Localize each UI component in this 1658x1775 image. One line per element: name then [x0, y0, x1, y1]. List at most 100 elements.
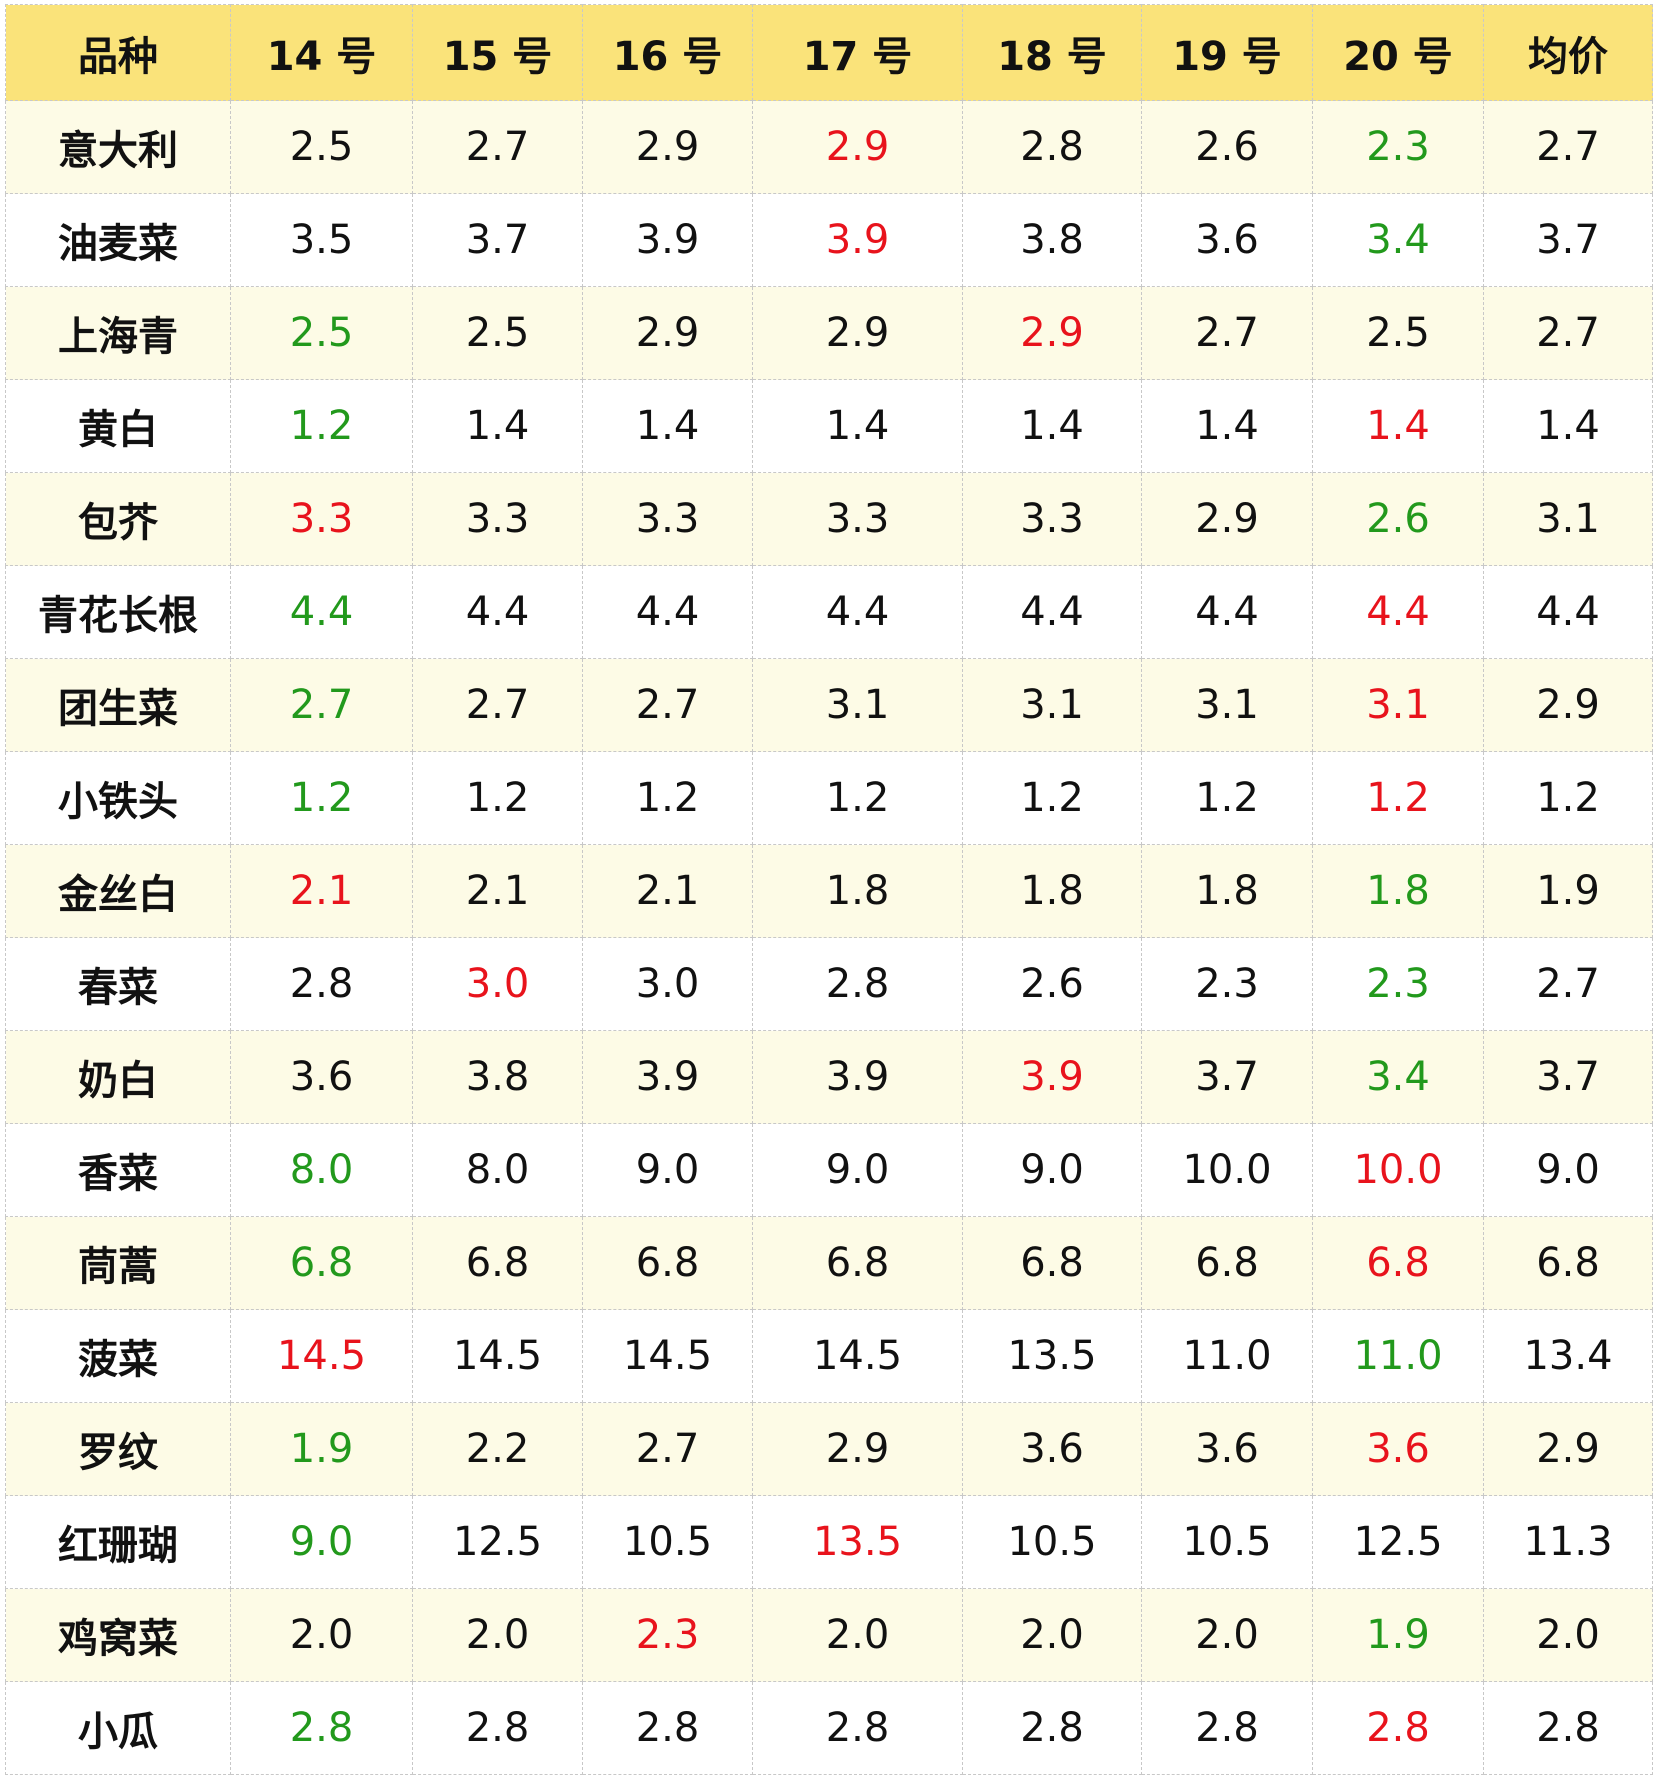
price-cell: 2.8	[752, 937, 963, 1031]
variety-name: 茼蒿	[5, 1216, 231, 1310]
header-cell: 17 号	[752, 4, 963, 101]
price-cell: 1.4	[752, 379, 963, 473]
price-cell: 2.7	[582, 1402, 753, 1496]
price-cell: 2.6	[962, 937, 1142, 1031]
price-cell: 9.0	[962, 1123, 1142, 1217]
table-row: 油麦菜 3.5 3.7 3.9 3.9 3.8 3.6 3.4 3.7	[5, 193, 1653, 287]
price-cell: 2.9	[962, 286, 1142, 380]
price-cell: 2.8	[962, 100, 1142, 194]
price-cell: 4.4	[962, 565, 1142, 659]
price-cell: 1.4	[582, 379, 753, 473]
price-cell: 3.5	[230, 193, 413, 287]
price-cell: 3.1	[962, 658, 1142, 752]
price-table: 品种 14 号 15 号 16 号 17 号 18 号 19 号 20 号均价 意大利 2.5 2…	[5, 4, 1653, 1775]
price-cell: 6.8	[582, 1216, 753, 1310]
price-cell: 13.5	[962, 1309, 1142, 1403]
price-cell: 3.1	[1483, 472, 1653, 566]
price-cell: 2.9	[752, 286, 963, 380]
price-cell: 2.6	[1312, 472, 1484, 566]
header-cell: 18 号	[962, 4, 1142, 101]
price-cell: 2.8	[1312, 1681, 1484, 1775]
price-cell: 2.2	[412, 1402, 583, 1496]
price-cell: 2.7	[1141, 286, 1313, 380]
table-row: 鸡窝菜 2.0 2.0 2.3 2.0 2.0 2.0 1.9 2.0	[5, 1588, 1653, 1682]
price-cell: 6.8	[230, 1216, 413, 1310]
price-cell: 1.2	[230, 379, 413, 473]
header-cell: 19 号	[1141, 4, 1313, 101]
header-cell: 15 号	[412, 4, 583, 101]
price-cell: 3.3	[230, 472, 413, 566]
price-cell: 3.6	[1312, 1402, 1484, 1496]
price-cell: 3.3	[962, 472, 1142, 566]
price-cell: 2.7	[230, 658, 413, 752]
price-cell: 2.7	[1483, 937, 1653, 1031]
price-cell: 10.0	[1141, 1123, 1313, 1217]
variety-name: 小铁头	[5, 751, 231, 845]
price-cell: 12.5	[1312, 1495, 1484, 1589]
variety-name: 罗纹	[5, 1402, 231, 1496]
price-cell: 2.8	[752, 1681, 963, 1775]
price-cell: 4.4	[1141, 565, 1313, 659]
price-cell: 4.4	[582, 565, 753, 659]
price-cell: 6.8	[1312, 1216, 1484, 1310]
price-cell: 2.7	[412, 658, 583, 752]
table-row: 上海青 2.5 2.5 2.9 2.9 2.9 2.7 2.5 2.7	[5, 286, 1653, 380]
price-cell: 14.5	[230, 1309, 413, 1403]
price-cell: 2.8	[1483, 1681, 1653, 1775]
price-cell: 6.8	[752, 1216, 963, 1310]
price-cell: 3.9	[752, 193, 963, 287]
price-cell: 1.4	[1141, 379, 1313, 473]
variety-name: 春菜	[5, 937, 231, 1031]
table-row: 菠菜 14.5 14.5 14.5 14.5 13.5 11.0 11.0 13.4	[5, 1309, 1653, 1403]
price-cell: 3.4	[1312, 1030, 1484, 1124]
variety-name: 金丝白	[5, 844, 231, 938]
price-cell: 2.0	[412, 1588, 583, 1682]
price-cell: 3.3	[412, 472, 583, 566]
price-cell: 3.0	[582, 937, 753, 1031]
price-cell: 2.5	[230, 286, 413, 380]
variety-name: 团生菜	[5, 658, 231, 752]
price-cell: 1.9	[1312, 1588, 1484, 1682]
price-cell: 2.8	[230, 1681, 413, 1775]
price-cell: 3.6	[1141, 193, 1313, 287]
price-cell: 2.7	[1483, 286, 1653, 380]
table-row: 包芥 3.3 3.3 3.3 3.3 3.3 2.9 2.6 3.1	[5, 472, 1653, 566]
price-cell: 2.5	[230, 100, 413, 194]
price-cell: 1.9	[1483, 844, 1653, 938]
price-cell: 3.6	[230, 1030, 413, 1124]
price-cell: 10.5	[1141, 1495, 1313, 1589]
price-cell: 10.0	[1312, 1123, 1484, 1217]
price-cell: 8.0	[230, 1123, 413, 1217]
table-row: 小瓜 2.8 2.8 2.8 2.8 2.8 2.8 2.8 2.8	[5, 1681, 1653, 1775]
header-row: 品种 14 号 15 号 16 号 17 号 18 号 19 号 20 号均价	[5, 4, 1653, 101]
header-cell: 品种	[5, 4, 231, 101]
table-row: 团生菜 2.7 2.7 2.7 3.1 3.1 3.1 3.1 2.9	[5, 658, 1653, 752]
price-cell: 11.0	[1312, 1309, 1484, 1403]
price-cell: 1.2	[962, 751, 1142, 845]
price-cell: 3.0	[412, 937, 583, 1031]
price-cell: 1.2	[1312, 751, 1484, 845]
price-cell: 2.9	[1483, 1402, 1653, 1496]
variety-name: 香菜	[5, 1123, 231, 1217]
price-cell: 9.0	[752, 1123, 963, 1217]
price-cell: 2.6	[1141, 100, 1313, 194]
price-cell: 2.8	[1141, 1681, 1313, 1775]
price-cell: 1.8	[752, 844, 963, 938]
price-cell: 3.8	[412, 1030, 583, 1124]
price-cell: 1.4	[412, 379, 583, 473]
price-cell: 3.7	[1141, 1030, 1313, 1124]
price-cell: 2.7	[1483, 100, 1653, 194]
price-cell: 2.1	[582, 844, 753, 938]
price-cell: 3.8	[962, 193, 1142, 287]
table-body: 意大利 2.5 2.7 2.9 2.9 2.8 2.6 2.3 2.7 油麦菜 3.5 3.7 3.9 3…	[5, 100, 1653, 1775]
price-table-wrap: 品种 14 号 15 号 16 号 17 号 18 号 19 号 20 号均价 意大利 2.5 2…	[5, 4, 1653, 1775]
price-cell: 2.0	[752, 1588, 963, 1682]
table-row: 香菜 8.0 8.0 9.0 9.0 9.0 10.0 10.0 9.0	[5, 1123, 1653, 1217]
price-cell: 6.8	[412, 1216, 583, 1310]
price-cell: 2.9	[752, 1402, 963, 1496]
price-cell: 2.8	[230, 937, 413, 1031]
price-cell: 1.4	[1483, 379, 1653, 473]
price-cell: 1.4	[962, 379, 1142, 473]
price-cell: 4.4	[1312, 565, 1484, 659]
price-cell: 3.4	[1312, 193, 1484, 287]
